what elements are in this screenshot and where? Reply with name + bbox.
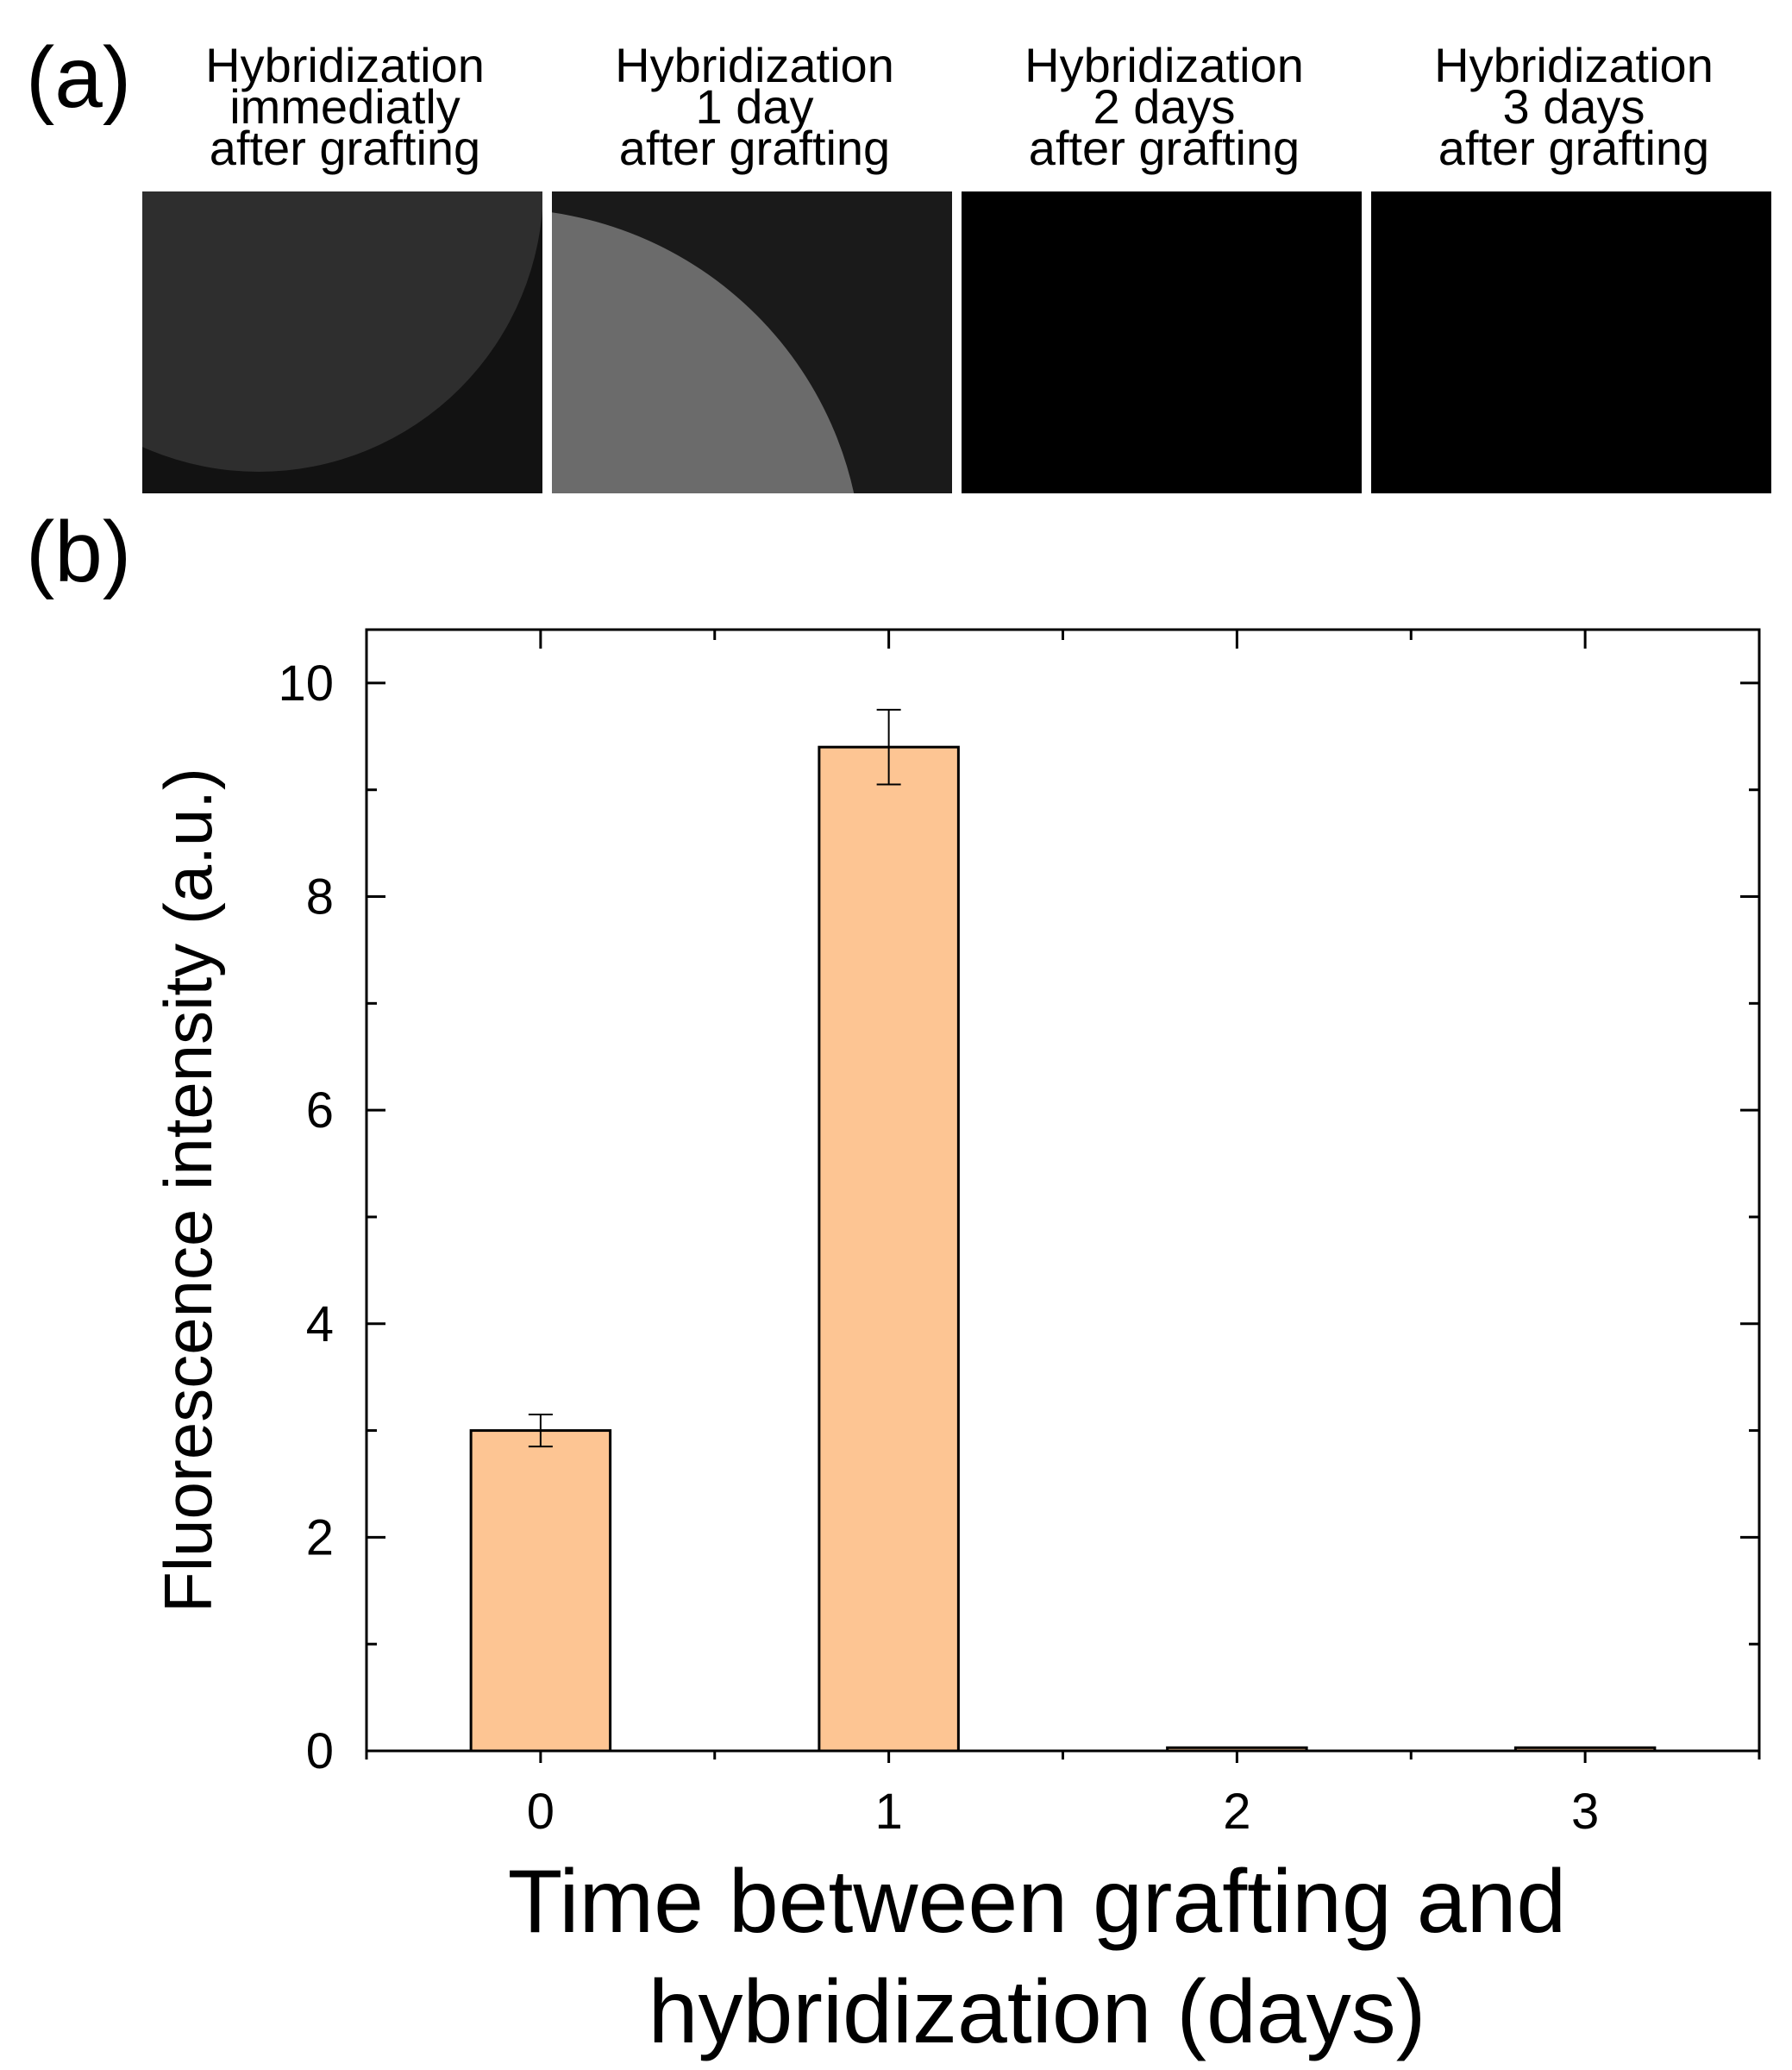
fluorescence-image-1: [552, 191, 952, 493]
image-caption-1: Hybridization 1 day after grafting: [552, 38, 957, 175]
y-tick-label: 8: [306, 869, 334, 925]
x-tick-label: 2: [1223, 1784, 1250, 1840]
caption-line: 2 days: [1093, 79, 1236, 134]
caption-line: Hybridization: [205, 38, 485, 92]
bar-chart: 0 2 4 6 8 10 0 1 2 3 Fluorescence intensity (a.u.)…: [150, 628, 1761, 2062]
bar-1: [818, 745, 960, 1753]
caption-line: Hybridization: [1434, 38, 1714, 92]
caption-line: after grafting: [1028, 121, 1300, 175]
y-axis-label: Fluorescence intensity (a.u.): [150, 768, 226, 1613]
caption-line: immediatly: [229, 79, 461, 134]
bar-3: [1513, 1746, 1657, 1753]
bar-2: [1166, 1746, 1308, 1753]
x-tick-label: 1: [874, 1784, 902, 1840]
fluorescence-image-3: [1371, 191, 1771, 493]
fluorescence-image-2: [962, 191, 1362, 493]
x-axis-label-line: Time between grafting and: [508, 1852, 1567, 1952]
y-tick-label: 2: [306, 1509, 334, 1565]
y-tick-label: 10: [278, 656, 334, 712]
caption-line: after grafting: [618, 121, 891, 175]
caption-line: after grafting: [1438, 121, 1710, 175]
y-tick-label: 6: [306, 1082, 334, 1138]
image-caption-2: Hybridization 2 days after grafting: [962, 38, 1367, 175]
x-tick-label: 3: [1571, 1784, 1599, 1840]
panel-a-label: (a): [26, 29, 132, 126]
x-tick-label: 0: [527, 1784, 555, 1840]
chart-layer: 0 2 4 6 8 10 0 1 2 3 Fluorescence intensity (a.u.)…: [150, 628, 1761, 2062]
caption-line: 3 days: [1502, 79, 1645, 134]
panel-b-label: (b): [26, 504, 132, 600]
x-axis-label-line: hybridization (days): [649, 1962, 1426, 2062]
y-tick-label: 4: [306, 1296, 334, 1352]
bar-0: [469, 1429, 612, 1753]
caption-line: after grafting: [209, 121, 481, 175]
fluorescence-image-0: [142, 191, 542, 493]
image-caption-3: Hybridization 3 days after grafting: [1371, 38, 1776, 175]
fluorescence-image-0-svg: [142, 191, 542, 493]
fluorescence-image-1-svg: [552, 191, 952, 493]
caption-line: 1 day: [695, 79, 814, 134]
image-caption-0: Hybridization immediatly after grafting: [142, 38, 548, 175]
x-axis-label: Time between grafting and hybridization (…: [508, 1852, 1567, 2062]
caption-line: Hybridization: [1024, 38, 1304, 92]
y-tick-label: 0: [306, 1723, 334, 1779]
caption-line: Hybridization: [615, 38, 894, 92]
